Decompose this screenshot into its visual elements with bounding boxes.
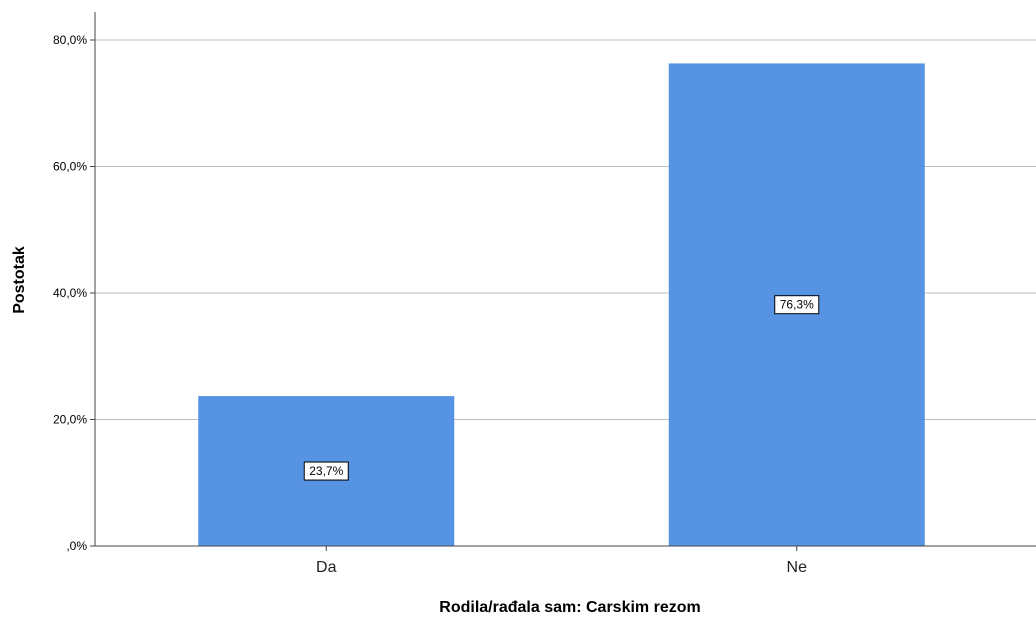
x-axis-title: Rodila/rađala sam: Carskim rezom — [439, 599, 700, 616]
y-tick-label: 80,0% — [53, 33, 87, 47]
y-axis-title: Postotak — [11, 246, 28, 314]
x-tick-label: Da — [316, 559, 337, 576]
data-label: 76,3% — [780, 298, 814, 312]
data-labels: 23,7% 76,3% — [303, 295, 820, 481]
y-tick-label: ,0% — [66, 539, 87, 553]
x-tick-label: Ne — [787, 559, 808, 576]
x-tick-labels: Da Ne — [316, 546, 807, 576]
y-tick-label: 40,0% — [53, 286, 87, 300]
data-label: 23,7% — [309, 464, 343, 478]
y-tick-label: 60,0% — [53, 160, 87, 174]
data-label-box — [303, 461, 349, 481]
data-label-box — [774, 295, 820, 315]
y-tick-label: 20,0% — [53, 413, 87, 427]
y-tick-labels: ,0% 20,0% 40,0% 60,0% 80,0% — [53, 33, 87, 553]
axes — [94, 12, 1036, 547]
